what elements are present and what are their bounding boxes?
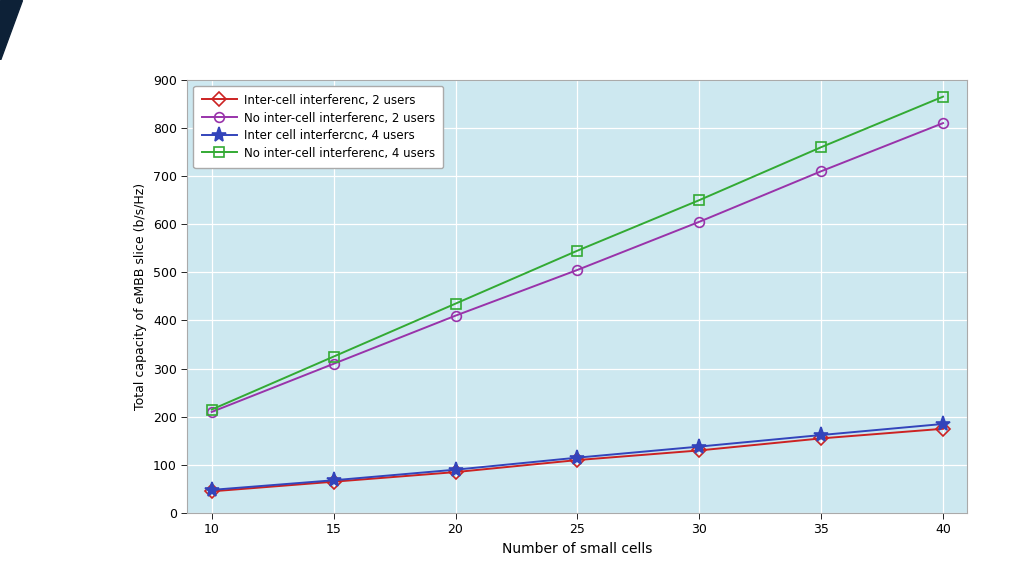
Inter cell interfercnc, 4 users	[571, 454, 583, 461]
Inter-cell interferenc, 2 users	[327, 478, 339, 485]
Inter cell interfercnc, 4 users	[937, 421, 949, 428]
No inter-cell interferenc, 2 users	[571, 267, 583, 274]
Y-axis label: Total capacity of eMBB slice (b/s/Hz): Total capacity of eMBB slice (b/s/Hz)	[135, 183, 148, 410]
No inter-cell interferenc, 4 users	[937, 93, 949, 100]
No inter-cell interferenc, 4 users	[450, 300, 462, 307]
Inter cell interfercnc, 4 users	[206, 486, 218, 493]
No inter-cell interferenc, 2 users	[937, 120, 949, 127]
No inter-cell interferenc, 2 users	[815, 168, 828, 174]
Inter cell interfercnc, 4 users	[327, 477, 339, 484]
No inter-cell interferenc, 2 users	[327, 360, 339, 367]
Inter-cell interferenc, 2 users	[937, 425, 949, 432]
No inter-cell interferenc, 2 users	[693, 218, 705, 225]
No inter-cell interferenc, 4 users	[206, 406, 218, 413]
No inter-cell interferenc, 4 users	[693, 197, 705, 203]
Inter cell interfercnc, 4 users	[815, 431, 828, 438]
Inter-cell interferenc, 2 users	[815, 435, 828, 442]
Legend: Inter-cell interferenc, 2 users, No inter-cell interferenc, 2 users, Inter cell : Inter-cell interferenc, 2 users, No inte…	[193, 86, 444, 168]
No inter-cell interferenc, 4 users	[327, 353, 339, 360]
No inter-cell interferenc, 2 users	[450, 312, 462, 319]
X-axis label: Number of small cells: Number of small cells	[502, 542, 652, 556]
Line: Inter cell interfercnc, 4 users: Inter cell interfercnc, 4 users	[205, 416, 950, 498]
No inter-cell interferenc, 4 users	[815, 144, 828, 150]
Inter cell interfercnc, 4 users	[450, 466, 462, 473]
Line: Inter-cell interferenc, 2 users: Inter-cell interferenc, 2 users	[207, 424, 948, 496]
Inter-cell interferenc, 2 users	[206, 488, 218, 495]
Text: Simulation results:: Simulation results:	[28, 21, 266, 41]
Line: No inter-cell interferenc, 2 users: No inter-cell interferenc, 2 users	[207, 118, 948, 417]
No inter-cell interferenc, 2 users	[206, 409, 218, 416]
Inter cell interfercnc, 4 users	[693, 443, 705, 450]
Text: Total capacity of an eMBB slice vs. the number of small cells: Total capacity of an eMBB slice vs. the …	[268, 22, 820, 40]
Inter-cell interferenc, 2 users	[693, 447, 705, 454]
No inter-cell interferenc, 4 users	[571, 247, 583, 254]
Inter-cell interferenc, 2 users	[450, 469, 462, 475]
Line: No inter-cell interferenc, 4 users: No inter-cell interferenc, 4 users	[207, 92, 948, 414]
Inter-cell interferenc, 2 users	[571, 457, 583, 463]
Polygon shape	[0, 0, 22, 60]
